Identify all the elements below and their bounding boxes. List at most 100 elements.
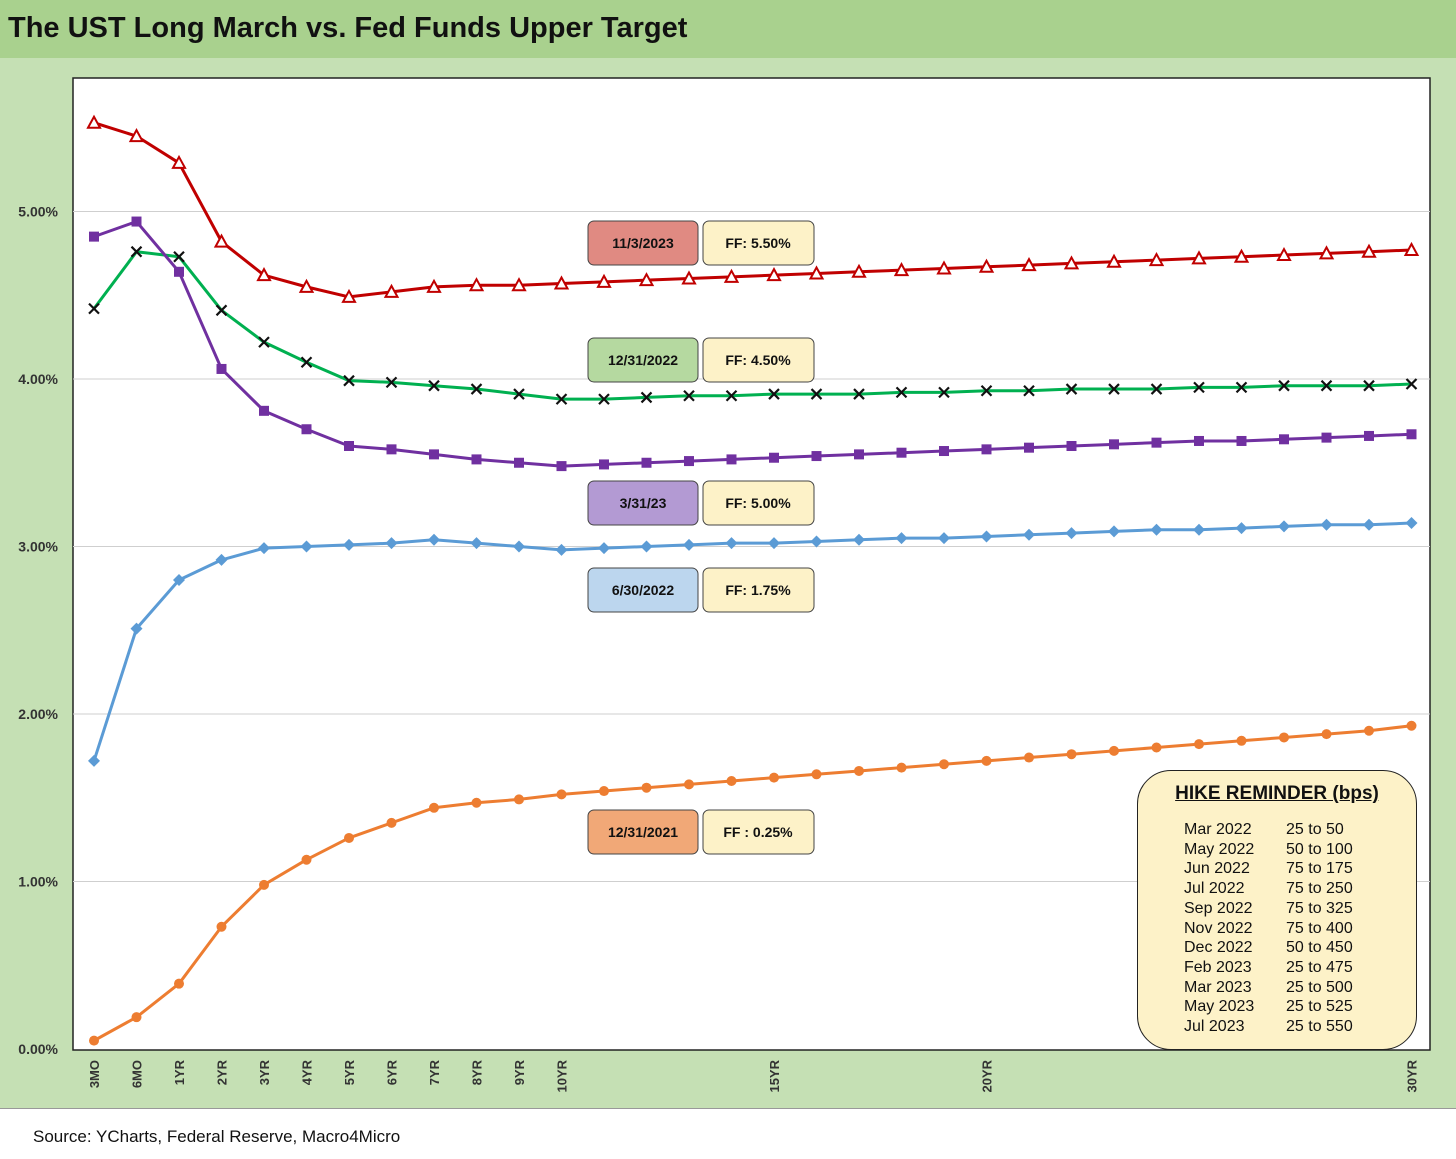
data-point-12-31-2022 [853,388,865,400]
data-point-3-31-23 [131,216,142,227]
data-point-11-3-2023 [893,262,910,277]
data-point-12-31-2022 [173,250,185,263]
data-point-6-30-2022 [555,543,568,556]
data-point-12-31-2021 [174,978,184,989]
hike-month: Sep 2022 [1184,899,1253,917]
data-point-11-3-2023 [511,277,527,292]
series-line-3-31-23 [93,220,1412,468]
data-point-11-3-2023 [1403,241,1420,257]
data-point-12-31-2022 [810,388,823,400]
data-point-3-31-23 [429,449,439,460]
data-point-11-3-2023 [171,154,187,169]
data-point-11-3-2023 [723,268,740,283]
data-point-11-3-2023 [298,278,315,293]
data-point-11-3-2023 [681,270,697,285]
data-point-11-3-2023 [553,275,570,290]
data-point-6-30-2022 [1235,522,1248,535]
data-point-12-31-2021 [1066,749,1077,760]
data-point-3-31-23 [514,457,524,468]
hike-amount: 25 to 50 [1286,821,1344,838]
data-point-12-31-2022 [598,393,610,405]
data-point-12-31-2022 [1405,378,1418,390]
data-point-6-30-2022 [470,537,483,550]
series-date-label: 12/31/2022 [608,352,678,368]
data-point-3-31-23 [1236,435,1247,446]
data-point-12-31-2022 [1193,381,1205,394]
data-point-11-3-2023 [213,233,230,248]
data-point-12-31-2022 [428,379,440,392]
data-point-6-30-2022 [1065,527,1078,540]
data-point-12-31-2021 [641,782,652,793]
data-point-3-31-23 [811,451,822,462]
y-tick-label: 5.00% [18,204,58,220]
data-point-12-31-2022 [130,245,143,258]
data-point-12-31-2021 [1406,720,1417,731]
data-point-3-31-23 [1151,437,1162,448]
y-tick-label: 2.00% [18,706,58,722]
x-tick-label: 3YR [257,1059,272,1085]
data-point-12-31-2021 [684,779,694,790]
data-point-6-30-2022 [1278,520,1290,533]
data-point-12-31-2022 [215,304,228,317]
data-point-12-31-2022 [895,386,908,399]
data-point-12-31-2022 [1320,379,1333,392]
data-point-3-31-23 [1194,435,1204,446]
data-point-12-31-2022 [683,389,695,402]
data-point-6-30-2022 [343,538,355,551]
fed-funds-label: FF: 4.50% [725,352,791,368]
chart-title: The UST Long March vs. Fed Funds Upper T… [8,12,688,44]
x-tick-label: 4YR [300,1059,315,1085]
data-point-12-31-2022 [385,376,398,389]
data-point-11-3-2023 [978,258,995,273]
data-point-6-30-2022 [88,754,100,767]
footer [0,1108,1456,1159]
data-point-12-31-2022 [343,374,355,387]
data-point-6-30-2022 [1023,528,1035,541]
data-point-12-31-2022 [1235,381,1248,394]
hike-amount: 75 to 325 [1286,899,1353,917]
data-point-3-31-23 [726,454,737,465]
data-point-12-31-2022 [300,356,313,369]
x-tick-label: 2YR [215,1059,230,1085]
data-point-3-31-23 [556,461,567,472]
data-point-11-3-2023 [128,128,145,143]
data-point-3-31-23 [599,459,609,470]
hike-month: Jun 2022 [1184,860,1250,878]
series-line-12-31-2021 [93,724,1412,1042]
hike-amount: 25 to 500 [1286,978,1353,996]
data-point-6-30-2022 [980,530,993,543]
fed-funds-badge [702,480,815,526]
data-point-3-31-23 [641,457,652,468]
x-tick-label: 10YR [555,1059,570,1092]
data-point-12-31-2021 [131,1012,142,1023]
data-point-12-31-2021 [811,769,822,780]
y-tick-label: 3.00% [18,539,58,555]
data-point-12-31-2021 [769,772,779,783]
hike-amount: 25 to 525 [1286,998,1353,1016]
data-point-3-31-23 [174,266,184,277]
hike-month: Nov 2022 [1184,919,1253,937]
hike-month: May 2022 [1184,840,1255,858]
data-point-12-31-2021 [1236,735,1247,746]
data-point-11-3-2023 [1021,257,1037,272]
data-point-11-3-2023 [383,283,400,298]
data-point-12-31-2022 [258,336,270,348]
x-tick-label: 15YR [767,1059,782,1092]
data-point-3-31-23 [1279,434,1289,445]
hike-amount: 25 to 475 [1286,958,1353,976]
data-point-11-3-2023 [766,267,782,282]
series-date-label: 3/31/23 [620,495,667,511]
data-point-12-31-2022 [1363,379,1375,392]
data-point-12-31-2022 [980,384,993,397]
data-point-12-31-2022 [768,388,780,400]
data-point-6-30-2022 [428,533,440,546]
data-point-6-30-2022 [513,540,525,553]
data-point-3-31-23 [386,444,397,455]
series-date-label: 12/31/2021 [608,824,678,840]
data-point-11-3-2023 [638,272,655,287]
data-point-6-30-2022 [1405,517,1418,530]
hike-month: May 2023 [1184,998,1255,1016]
hike-amount: 75 to 400 [1286,919,1353,937]
data-point-11-3-2023 [1106,253,1122,268]
data-point-11-3-2023 [86,114,102,129]
